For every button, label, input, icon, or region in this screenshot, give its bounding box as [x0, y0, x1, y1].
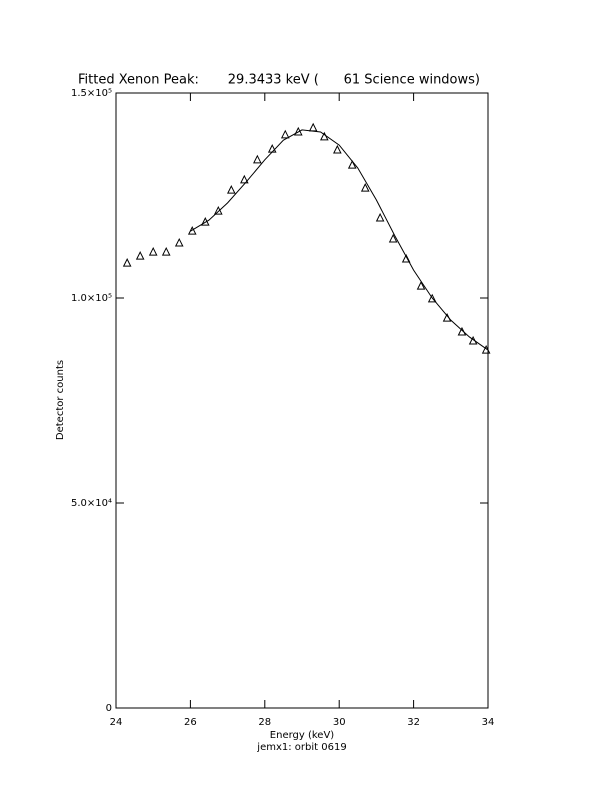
- data-point: [333, 144, 342, 154]
- data-point: [135, 251, 145, 260]
- x-tick-label: 28: [258, 717, 271, 728]
- y-tick-label: 1.0×10⁵: [71, 293, 112, 304]
- data-point: [227, 185, 236, 194]
- data-point: [253, 154, 262, 164]
- data-point: [347, 160, 357, 169]
- data-point: [240, 174, 249, 184]
- y-tick-label: 1.5×10⁵: [71, 88, 112, 99]
- data-point: [308, 122, 318, 132]
- data-point: [122, 258, 132, 267]
- data-point: [280, 129, 290, 139]
- data-point: [161, 246, 171, 256]
- chart-subtitle: jemx1: orbit 0619: [256, 742, 346, 753]
- x-tick-label: 24: [110, 717, 123, 728]
- data-point: [213, 205, 223, 215]
- y-tick-label: 5.0×10⁴: [71, 498, 112, 509]
- data-point: [416, 280, 426, 290]
- data-point: [457, 326, 467, 336]
- x-tick-label: 32: [407, 717, 420, 728]
- fit-line: [190, 129, 489, 351]
- data-point: [360, 183, 370, 192]
- data-point: [174, 237, 184, 247]
- x-tick-label: 34: [482, 717, 495, 728]
- y-axis-label: Detector counts: [55, 360, 66, 440]
- data-point: [375, 212, 385, 222]
- plot-frame: [115, 92, 489, 709]
- data-point: [388, 233, 398, 243]
- data-point: [427, 293, 437, 303]
- x-tick-label: 30: [333, 717, 346, 728]
- data-point: [401, 253, 411, 263]
- y-tick-label: 0: [106, 703, 112, 714]
- x-tick-label: 26: [184, 717, 197, 728]
- x-axis-label: Energy (keV): [270, 730, 335, 741]
- data-point: [148, 246, 158, 256]
- chart-title: Fitted Xenon Peak: 29.3433 keV ( 61 Scie…: [78, 73, 480, 88]
